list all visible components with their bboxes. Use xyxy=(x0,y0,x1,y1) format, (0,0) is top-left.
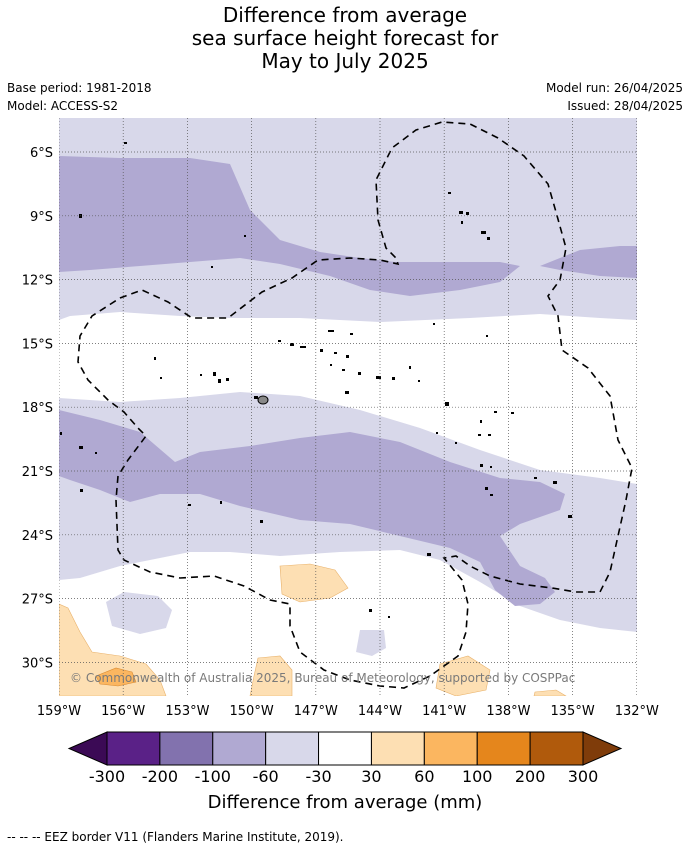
anomaly-region-medium-north xyxy=(59,156,520,296)
anomaly-positive-patch-3 xyxy=(249,655,293,696)
colorbar-tick-label: -100 xyxy=(195,767,231,786)
colorbar-swatch xyxy=(159,731,214,766)
lon-tick-label: 135°W xyxy=(551,704,595,719)
colorbar-extend-high xyxy=(582,731,623,766)
lat-tick-label: 18°S xyxy=(22,401,53,416)
lon-tick-label: 138°W xyxy=(486,704,530,719)
colorbar-tick-label: 200 xyxy=(515,767,546,786)
lat-tick-label: 15°S xyxy=(22,337,53,352)
lat-tick-label: 9°S xyxy=(30,210,53,225)
title-line-1: Difference from average xyxy=(222,3,468,27)
island-small-west xyxy=(254,396,258,399)
anomaly-patch-light-center xyxy=(356,630,386,656)
lat-tick-label: 12°S xyxy=(22,274,53,289)
base-period-text: Base period: 1981-2018 xyxy=(7,81,152,95)
longitude-labels: 159°W 156°W 153°W 150°W 147°W 144°W 141°W 138°W… xyxy=(37,704,659,719)
colorbar-swatch xyxy=(423,731,478,766)
meta-left: Base period: 1981-2018 Model: ACCESS-S2 xyxy=(7,79,152,115)
lon-tick-label: 141°W xyxy=(422,704,466,719)
lon-tick-label: 159°W xyxy=(37,704,81,719)
colorbar-swatch xyxy=(106,731,161,766)
colorbar-swatch xyxy=(370,731,425,766)
anomaly-positive-patch-strong xyxy=(95,667,137,687)
colorbar-swatch xyxy=(212,731,267,766)
lon-tick-label: 144°W xyxy=(358,704,402,719)
colorbar-extend-low xyxy=(67,731,108,766)
eez-border-main xyxy=(77,121,633,689)
lat-tick-label: 30°S xyxy=(22,656,53,671)
lon-tick-label: 150°W xyxy=(230,704,274,719)
colorbar-tick-label: 60 xyxy=(414,767,434,786)
colorbar-tick-labels: -300 -200 -100 -60 -30 30 60 100 200 300 xyxy=(89,767,598,786)
latitude-labels: 6°S 9°S 12°S 15°S 18°S 21°S 24°S 27°S 30°S xyxy=(22,146,53,671)
island-large xyxy=(257,395,269,405)
anomaly-positive-patch-4 xyxy=(435,655,491,696)
gridlines xyxy=(59,118,637,696)
anomaly-region-medium-south xyxy=(59,410,565,606)
lat-tick-label: 21°S xyxy=(22,465,53,480)
colorbar-swatch xyxy=(265,731,320,766)
map-title: Difference from average sea surface heig… xyxy=(0,4,690,73)
colorbar-tick-label: 30 xyxy=(361,767,381,786)
lat-tick-label: 24°S xyxy=(22,529,53,544)
lon-tick-label: 147°W xyxy=(294,704,338,719)
model-text: Model: ACCESS-S2 xyxy=(7,99,119,113)
lon-tick-label: 153°W xyxy=(165,704,209,719)
colorbar-tick-label: -60 xyxy=(253,767,279,786)
colorbar-title: Difference from average (mm) xyxy=(207,792,483,813)
issued-text: Issued: 28/04/2025 xyxy=(567,99,683,113)
colorbar-swatch xyxy=(476,731,531,766)
colorbar-tick-label: 100 xyxy=(462,767,493,786)
colorbar-tick-label: -300 xyxy=(89,767,125,786)
lon-tick-label: 156°W xyxy=(101,704,145,719)
colorbar-tick-label: -30 xyxy=(305,767,331,786)
colorbar-swatch xyxy=(529,731,584,766)
anomaly-positive-patch-1 xyxy=(279,563,349,603)
colorbar-tick-label: -200 xyxy=(142,767,178,786)
colorbar-swatch xyxy=(318,731,372,766)
map-plot-area: © Commonwealth of Australia 2025, Bureau… xyxy=(59,118,637,696)
colorbar-tick-label: 300 xyxy=(568,767,599,786)
meta-right: Model run: 26/04/2025 Issued: 28/04/2025 xyxy=(546,79,683,115)
anomaly-positive-patch-2 xyxy=(59,603,167,696)
anomaly-patch-light-west xyxy=(106,592,172,634)
eez-borders xyxy=(77,121,633,689)
eez-legend-note: -- -- -- EEZ border V11 (Flanders Marine… xyxy=(7,830,344,844)
title-line-2: sea surface height forecast for xyxy=(191,26,499,50)
model-run-text: Model run: 26/04/2025 xyxy=(545,81,683,95)
lat-tick-label: 27°S xyxy=(22,593,53,608)
lat-tick-label: 6°S xyxy=(30,146,53,161)
colorbar xyxy=(67,731,623,766)
islands xyxy=(60,142,572,618)
lon-tick-label: 132°W xyxy=(615,704,659,719)
anomaly-region-medium-east xyxy=(540,246,637,278)
title-line-3: May to July 2025 xyxy=(261,49,429,73)
copyright-text: © Commonwealth of Australia 2025, Bureau… xyxy=(70,671,575,685)
anomaly-positive-patch-5 xyxy=(533,689,567,696)
